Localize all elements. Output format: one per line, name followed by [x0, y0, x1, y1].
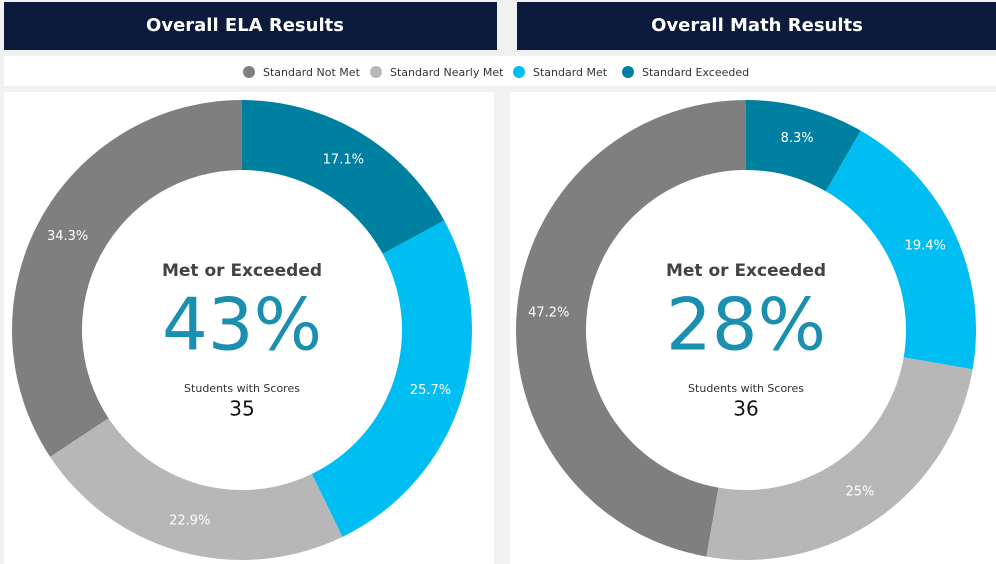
legend-label: Standard Met	[533, 66, 608, 79]
center-count: 36	[733, 397, 758, 421]
center-value: 43%	[162, 283, 322, 367]
donut-slice	[706, 357, 973, 560]
slice-label: 22.9%	[169, 513, 210, 528]
legend-label: Standard Nearly Met	[390, 66, 504, 79]
slice-label: 25%	[845, 484, 874, 499]
donut-slice	[12, 100, 243, 457]
slice-label: 17.1%	[323, 152, 364, 167]
header-bar	[517, 2, 996, 50]
slice-label: 34.3%	[47, 229, 88, 244]
slice-label: 47.2%	[528, 305, 569, 320]
center-title: Met or Exceeded	[162, 261, 322, 281]
center-count: 35	[229, 397, 254, 421]
slice-label: 19.4%	[905, 238, 946, 253]
donut-slice	[825, 130, 976, 370]
header-bar	[4, 2, 497, 50]
chart-title: Overall Math Results	[651, 15, 863, 36]
slice-label: 25.7%	[410, 383, 451, 398]
legend-dot	[370, 66, 382, 78]
legend: Standard Not Met Standard Nearly Met Stand…	[243, 66, 749, 79]
center-title: Met or Exceeded	[666, 261, 826, 281]
donut-slice	[311, 220, 472, 537]
donut-slice	[746, 100, 861, 192]
center-caption: Students with Scores	[688, 382, 804, 395]
slice-label: 8.3%	[781, 131, 814, 146]
legend-bar	[4, 56, 996, 86]
center-value: 28%	[666, 283, 826, 367]
legend-dot	[622, 66, 634, 78]
legend-dot	[243, 66, 255, 78]
center-caption: Students with Scores	[184, 382, 300, 395]
legend-dot	[513, 66, 525, 78]
donut-slice	[242, 100, 445, 254]
donut-slice	[516, 100, 746, 557]
legend-label: Standard Not Met	[263, 66, 361, 79]
legend-label: Standard Exceeded	[642, 66, 749, 79]
chart-title: Overall ELA Results	[146, 15, 344, 36]
donut-slice	[50, 418, 343, 560]
